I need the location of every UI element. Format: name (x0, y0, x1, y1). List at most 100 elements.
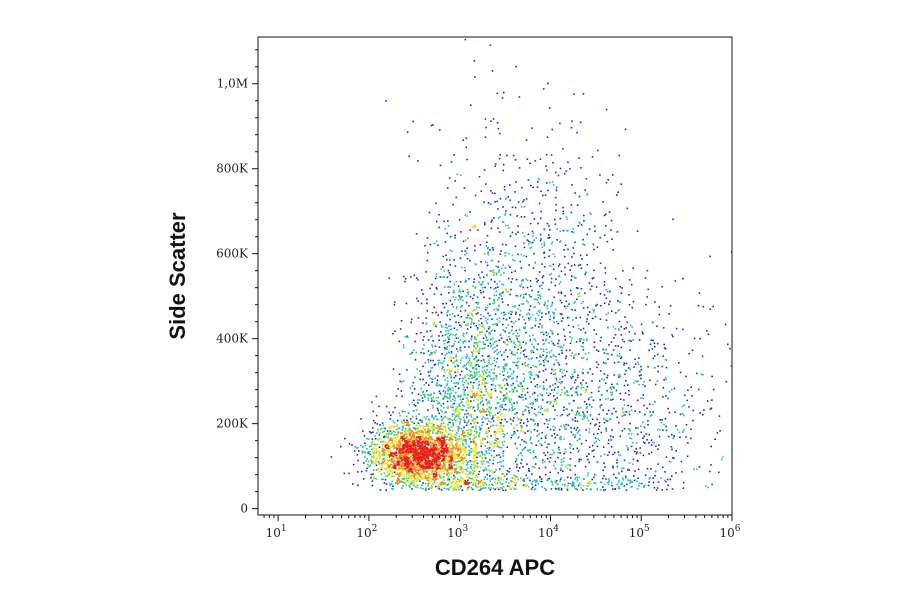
event-dot (603, 379, 605, 381)
event-dot (474, 484, 477, 487)
event-dot (481, 451, 483, 453)
event-dot (500, 418, 503, 421)
event-dot (427, 409, 429, 411)
event-dot (462, 449, 464, 452)
event-dot (496, 322, 499, 325)
event-dot (415, 470, 417, 472)
event-dot (452, 478, 455, 480)
event-dot (593, 473, 596, 475)
event-dot (526, 406, 529, 408)
event-dot (457, 350, 459, 353)
event-dot (603, 281, 606, 283)
event-dot (390, 414, 392, 417)
event-dot (494, 163, 497, 165)
event-dot (484, 394, 487, 396)
event-dot (649, 379, 651, 382)
event-dot (494, 365, 497, 367)
event-dot (399, 328, 402, 330)
event-dot (481, 424, 483, 427)
event-dot (528, 335, 531, 337)
event-dot (395, 428, 398, 431)
event-dot (422, 427, 425, 430)
event-dot (409, 428, 412, 430)
event-dot (488, 297, 491, 300)
event-dot (534, 365, 537, 368)
event-dot (596, 488, 598, 490)
event-dot (467, 314, 469, 317)
event-dot (459, 310, 462, 312)
event-dot (462, 384, 464, 386)
event-dot (393, 434, 396, 436)
event-dot (373, 450, 375, 452)
event-dot (546, 351, 548, 354)
event-dot (438, 359, 441, 362)
event-dot (465, 357, 468, 360)
event-dot (430, 400, 433, 402)
event-dot (433, 293, 436, 295)
event-dot (479, 398, 481, 400)
event-dot (450, 376, 452, 379)
event-dot (463, 391, 466, 393)
event-dot (421, 463, 423, 465)
event-dot (559, 346, 561, 348)
event-dot (593, 248, 595, 251)
event-dot (489, 426, 492, 429)
event-dot (382, 447, 385, 450)
event-dot (600, 304, 602, 307)
event-dot (522, 380, 525, 383)
event-dot (410, 318, 413, 321)
event-dot (554, 480, 556, 483)
event-dot (496, 424, 498, 427)
event-dot (585, 403, 588, 405)
event-dot (466, 422, 468, 424)
event-dot (457, 486, 459, 489)
event-dot (593, 311, 595, 313)
event-dot (371, 440, 374, 443)
event-dot (557, 174, 560, 177)
event-dot (478, 351, 480, 353)
event-dot (455, 439, 457, 441)
event-dot (626, 207, 629, 210)
event-dot (504, 395, 507, 397)
event-dot (532, 465, 534, 468)
event-dot (485, 273, 488, 276)
event-dot (523, 448, 525, 450)
event-dot (462, 481, 465, 483)
event-dot (524, 446, 526, 449)
event-dot (664, 471, 666, 473)
event-dot (494, 313, 497, 315)
event-dot (529, 162, 531, 165)
event-dot (636, 433, 639, 436)
event-dot (485, 245, 488, 247)
event-dot (378, 455, 381, 457)
event-dot (364, 444, 367, 447)
event-dot (489, 408, 491, 410)
event-dot (371, 456, 373, 458)
event-dot (622, 408, 624, 411)
event-dot (525, 355, 528, 358)
event-dot (587, 313, 589, 316)
event-dot (426, 471, 428, 474)
event-dot (373, 462, 375, 464)
event-dot (671, 448, 673, 451)
event-dot (591, 277, 594, 280)
event-dot (463, 426, 465, 429)
event-dot (500, 267, 503, 269)
event-dot (481, 397, 483, 399)
event-dot (394, 437, 396, 439)
event-dot (428, 429, 430, 432)
event-dot (576, 420, 579, 423)
event-dot (586, 254, 588, 256)
event-dot (547, 423, 549, 425)
event-dot (455, 456, 458, 458)
event-dot (448, 325, 450, 327)
event-dot (626, 321, 629, 324)
event-dot (526, 484, 529, 486)
event-dot (472, 285, 474, 288)
event-dot (665, 425, 667, 428)
event-dot (435, 397, 438, 399)
event-dot (610, 418, 612, 420)
event-dot (414, 486, 416, 488)
event-dot (567, 464, 569, 466)
